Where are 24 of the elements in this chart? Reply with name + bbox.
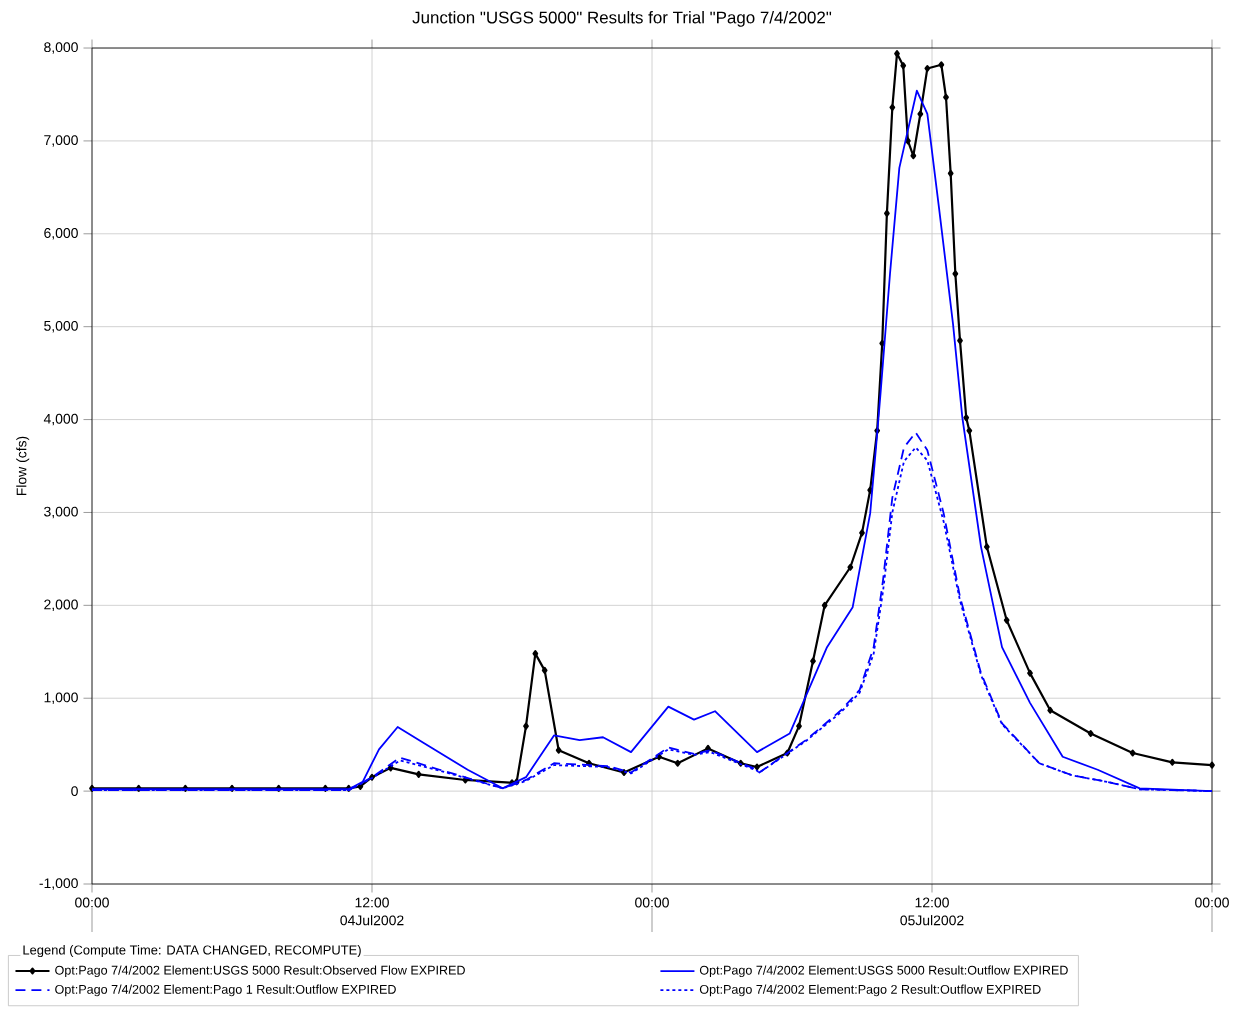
y-tick-label: 2,000 xyxy=(44,599,78,612)
x-tick-label: 12:00 xyxy=(915,897,949,908)
y-tick-label: 0 xyxy=(71,786,78,797)
x-tick-label: 12:00 xyxy=(355,897,389,908)
x-tick-label: 00:00 xyxy=(1195,897,1229,908)
x2-tick-label: 05Jul2002 xyxy=(900,915,964,926)
y-tick-label: 3,000 xyxy=(44,506,78,519)
y-tick-label: 8,000 xyxy=(44,42,78,54)
chart-title: Junction "USGS 5000" Results for Trial "Pago 7/4/2002" xyxy=(412,11,832,27)
y-tick-label: 6,000 xyxy=(44,228,78,240)
y-tick-label: 7,000 xyxy=(44,135,78,147)
y-tick-label: 1,000 xyxy=(44,692,78,704)
y-tick-label: -1,000 xyxy=(39,878,78,890)
y-tick-label: 5,000 xyxy=(44,320,78,333)
x-tick-label: 00:00 xyxy=(635,897,669,908)
x-tick-label: 00:00 xyxy=(75,897,109,908)
y-axis-title: Flow (cfs) xyxy=(16,436,30,496)
legend-title: Legend (Compute Time: DATA CHANGED, RECOMPUTE) xyxy=(23,945,361,958)
x2-tick-label: 04Jul2002 xyxy=(340,915,404,926)
legend-label: Opt:Pago 7/4/2002 Element:Pago 2 Result:Outflow EXPIRED xyxy=(699,984,1041,997)
y-tick-label: 4,000 xyxy=(43,413,78,426)
legend-label: Opt:Pago 7/4/2002 Element:Pago 1 Result:Outflow EXPIRED xyxy=(55,984,396,997)
legend-label: Opt:Pago 7/4/2002 Element:USGS 5000 Result:Observed Flow EXPIRED xyxy=(55,965,465,978)
legend-label: Opt:Pago 7/4/2002 Element:USGS 5000 Result:Outflow EXPIRED xyxy=(699,965,1068,978)
